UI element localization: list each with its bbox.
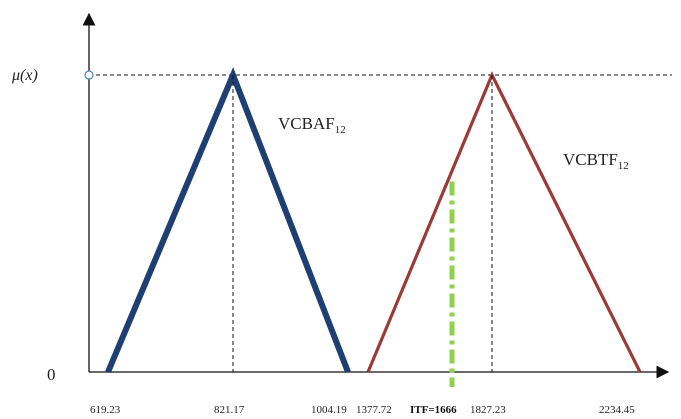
max-membership-marker <box>84 70 94 80</box>
vcbtf-label-subscript: 12 <box>618 160 629 172</box>
vcbaf-triangle: VCBAF12 <box>105 66 351 374</box>
tick-label-821: 821.17 <box>214 404 245 416</box>
vcbaf-label-name: VCBAF <box>278 114 335 133</box>
vcbaf-label-subscript: 12 <box>335 124 346 136</box>
vcbtf-membership-line <box>366 71 642 373</box>
origin-label: 0 <box>47 365 56 384</box>
itf-label: ITF=1666 <box>410 404 457 416</box>
vcbtf-label: VCBTF12 <box>563 150 629 172</box>
vcbtf-triangle: VCBTF12 <box>366 71 642 373</box>
tick-label-1004: 1004.19 <box>311 404 347 416</box>
tick-label-1827: 1827.23 <box>470 404 506 416</box>
vcbaf-label: VCBAF12 <box>278 114 346 136</box>
y-axis-label: μ(x) <box>11 67 38 84</box>
tick-label-1377: 1377.72 <box>356 404 392 416</box>
vcbtf-label-name: VCBTF <box>563 150 618 169</box>
tick-label-2234: 2234.45 <box>599 404 635 416</box>
tick-label-619: 619.23 <box>90 404 121 416</box>
